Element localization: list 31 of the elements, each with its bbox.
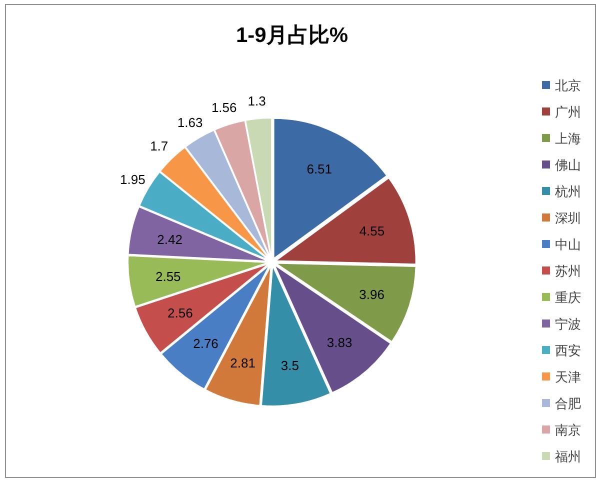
data-label: 6.51	[306, 162, 332, 177]
legend-label: 中山	[555, 237, 581, 252]
data-label: 1.63	[177, 115, 203, 130]
legend-label: 重庆	[555, 290, 581, 305]
chart-title: 1-9月占比%	[236, 24, 348, 47]
data-label: 3.96	[359, 286, 384, 302]
data-label: 1.56	[211, 100, 237, 116]
data-label: 2.42	[157, 232, 182, 247]
legend-label: 广州	[555, 104, 581, 120]
legend-label: 南京	[555, 422, 581, 438]
legend-label: 天津	[555, 370, 581, 384]
legend-label: 福州	[555, 449, 581, 464]
legend-label: 杭州	[554, 184, 581, 199]
data-label: 2.55	[156, 269, 181, 284]
data-label: 1.3	[248, 94, 266, 109]
data-label: 3.5	[280, 358, 299, 374]
data-label: 4.55	[359, 224, 385, 239]
legend-label: 宁波	[555, 316, 581, 332]
data-label: 3.83	[326, 335, 352, 350]
legend-label: 上海	[555, 131, 581, 146]
data-label: 2.76	[193, 336, 218, 352]
data-label: 1.7	[150, 138, 168, 154]
legend-label: 西安	[555, 343, 581, 358]
data-label: 2.56	[168, 306, 193, 321]
data-label: 1.95	[120, 172, 146, 187]
legend-label: 合肥	[555, 396, 581, 411]
legend-label: 佛山	[555, 158, 581, 172]
data-label: 2.81	[230, 356, 256, 371]
legend-label: 北京	[555, 78, 581, 93]
legend-label: 苏州	[555, 264, 581, 278]
legend-label: 深圳	[555, 210, 581, 226]
